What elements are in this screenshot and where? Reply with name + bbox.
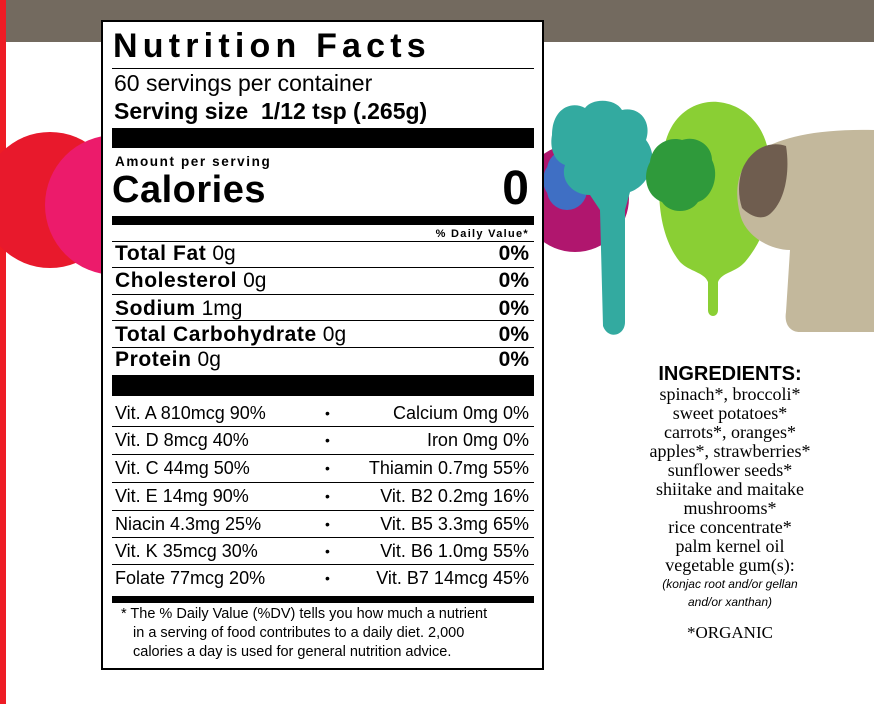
bullet-separator: • xyxy=(325,488,330,504)
left-red-stripe xyxy=(0,0,6,704)
vitamin-right: Thiamin 0.7mg 55% xyxy=(368,458,529,478)
ingredients-heading: INGREDIENTS: xyxy=(658,363,802,385)
nutrition-facts-panel: Nutrition Facts 60 servings per containe… xyxy=(101,20,544,670)
vitamin-right: Iron 0mg 0% xyxy=(426,430,529,450)
nutrient-row-cholesterol: Cholesterol 0g 0% xyxy=(115,268,529,294)
ingredient-line: sweet potatoes* xyxy=(672,403,788,423)
divider xyxy=(112,294,534,295)
nutrient-row-sodium: Sodium 1mg 0% xyxy=(115,296,529,322)
ingredient-line: palm kernel oil xyxy=(675,536,785,556)
divider xyxy=(112,510,534,511)
vitamin-left: Niacin 4.3mg 25% xyxy=(115,514,262,534)
ingredient-line: rice concentrate* xyxy=(668,517,792,537)
nutrient-dv: 0% xyxy=(498,242,529,265)
bullet-separator: • xyxy=(325,570,330,586)
vitamin-left: Vit. C 44mg 50% xyxy=(115,458,250,478)
divider xyxy=(112,426,534,427)
divider xyxy=(112,320,534,321)
servings-per-container: 60 servings per container xyxy=(114,70,373,96)
ingredient-line: mushrooms* xyxy=(683,498,777,518)
divider xyxy=(112,454,534,455)
serving-size: Serving size 1/12 tsp (.265g) xyxy=(114,97,427,125)
vitamin-left: Vit. E 14mg 90% xyxy=(115,486,249,506)
bullet-separator: • xyxy=(325,432,330,448)
ingredient-line: sunflower seeds* xyxy=(667,460,793,480)
vitamin-left: Folate 77mcg 20% xyxy=(115,568,266,588)
calories-label: Calories xyxy=(112,169,266,211)
nutrient-name: Sodium xyxy=(115,297,196,320)
nutrient-dv: 0% xyxy=(498,323,529,346)
vitamin-right: Calcium 0mg 0% xyxy=(392,403,529,423)
divider xyxy=(112,564,534,565)
broccoli-teal xyxy=(551,100,653,335)
vitamin-row: Niacin 4.3mg 25% • Vit. B5 3.3mg 65% xyxy=(115,511,529,538)
ingredient-line: shiitake and maitake xyxy=(656,479,804,499)
vitamin-right: Vit. B2 0.2mg 16% xyxy=(380,486,529,506)
nutrient-dv: 0% xyxy=(498,269,529,292)
vitamin-right: Vit. B5 3.3mg 65% xyxy=(380,514,529,534)
nutrient-row-protein: Protein 0g 0% xyxy=(115,347,529,373)
nutrient-row-total-fat: Total Fat 0g 0% xyxy=(115,241,529,267)
bullet-separator: • xyxy=(325,516,330,532)
vitamin-right: Vit. B6 1.0mg 55% xyxy=(380,541,529,561)
calories-value: 0 xyxy=(502,162,529,215)
vitamin-row: Folate 77mcg 20% • Vit. B7 14mcg 45% xyxy=(115,565,529,592)
nutrient-dv: 0% xyxy=(498,348,529,371)
vitamin-left: Vit. A 810mcg 90% xyxy=(115,403,266,423)
thick-divider xyxy=(112,128,534,148)
vitamin-left: Vit. K 35mcg 30% xyxy=(115,541,258,561)
vitamin-right: Vit. B7 14mcg 45% xyxy=(376,568,529,588)
vitamin-row: Vit. C 44mg 50% • Thiamin 0.7mg 55% xyxy=(115,455,529,482)
nutrition-facts-title: Nutrition Facts xyxy=(113,27,431,65)
nutrient-amount: 0g xyxy=(243,269,267,292)
thick-divider xyxy=(112,375,534,396)
divider xyxy=(112,241,534,242)
footnote-line: * The % Daily Value (%DV) tells you how … xyxy=(121,606,488,622)
nutrient-dv: 0% xyxy=(498,297,529,320)
nutrient-name: Total Carbohydrate xyxy=(115,323,317,346)
medium-divider xyxy=(112,596,534,603)
bullet-separator: • xyxy=(325,543,330,559)
vitamin-row: Vit. E 14mg 90% • Vit. B2 0.2mg 16% xyxy=(115,483,529,510)
vitamin-row: Vit. D 8mcg 40% • Iron 0mg 0% xyxy=(115,427,529,454)
ingredient-line: spinach*, broccoli* xyxy=(659,384,801,404)
nutrient-row-total-carbohydrate: Total Carbohydrate 0g 0% xyxy=(115,322,529,348)
nutrient-amount: 0g xyxy=(197,348,221,371)
spinach-green xyxy=(646,101,772,316)
divider xyxy=(112,68,534,69)
vitamin-left: Vit. D 8mcg 40% xyxy=(115,430,249,450)
nutrient-name: Total Fat xyxy=(115,242,207,265)
bullet-separator: • xyxy=(325,460,330,476)
footnote-line: in a serving of food contributes to a da… xyxy=(133,625,465,641)
vitamin-row: Vit. A 810mcg 90% • Calcium 0mg 0% xyxy=(115,400,529,427)
mushroom-tan xyxy=(737,129,874,332)
divider xyxy=(112,347,534,348)
nutrient-amount: 0g xyxy=(322,323,347,346)
ingredient-note: (konjac root and/or gellan xyxy=(662,577,798,591)
ingredient-note: and/or xanthan) xyxy=(687,595,773,609)
nutrient-amount: 0g xyxy=(212,242,236,265)
bullet-separator: • xyxy=(325,405,330,421)
ingredient-line: carrots*, oranges* xyxy=(664,422,796,442)
ingredients-panel: INGREDIENTS: spinach*, broccoli* sweet p… xyxy=(606,363,854,643)
nutrient-name: Protein xyxy=(115,348,192,371)
nutrient-amount: 1mg xyxy=(201,297,243,320)
daily-value-header: % Daily Value* xyxy=(435,228,529,240)
divider xyxy=(112,482,534,483)
organic-note: *ORGANIC xyxy=(687,623,773,642)
ingredient-line: vegetable gum(s): xyxy=(665,555,795,575)
serving-size-value: 1/12 tsp (.265g) xyxy=(261,98,428,124)
divider xyxy=(112,537,534,538)
vitamin-row: Vit. K 35mcg 30% • Vit. B6 1.0mg 55% xyxy=(115,538,529,565)
footnote-line: calories a day is used for general nutri… xyxy=(133,644,452,660)
amount-per-serving: Amount per serving xyxy=(115,154,272,169)
divider xyxy=(112,267,534,268)
serving-size-label: Serving size xyxy=(114,98,249,124)
nutrient-name: Cholesterol xyxy=(115,269,238,292)
medium-divider xyxy=(112,216,534,225)
ingredient-line: apples*, strawberries* xyxy=(649,441,811,461)
footnote: * The % Daily Value (%DV) tells you how … xyxy=(121,605,487,662)
